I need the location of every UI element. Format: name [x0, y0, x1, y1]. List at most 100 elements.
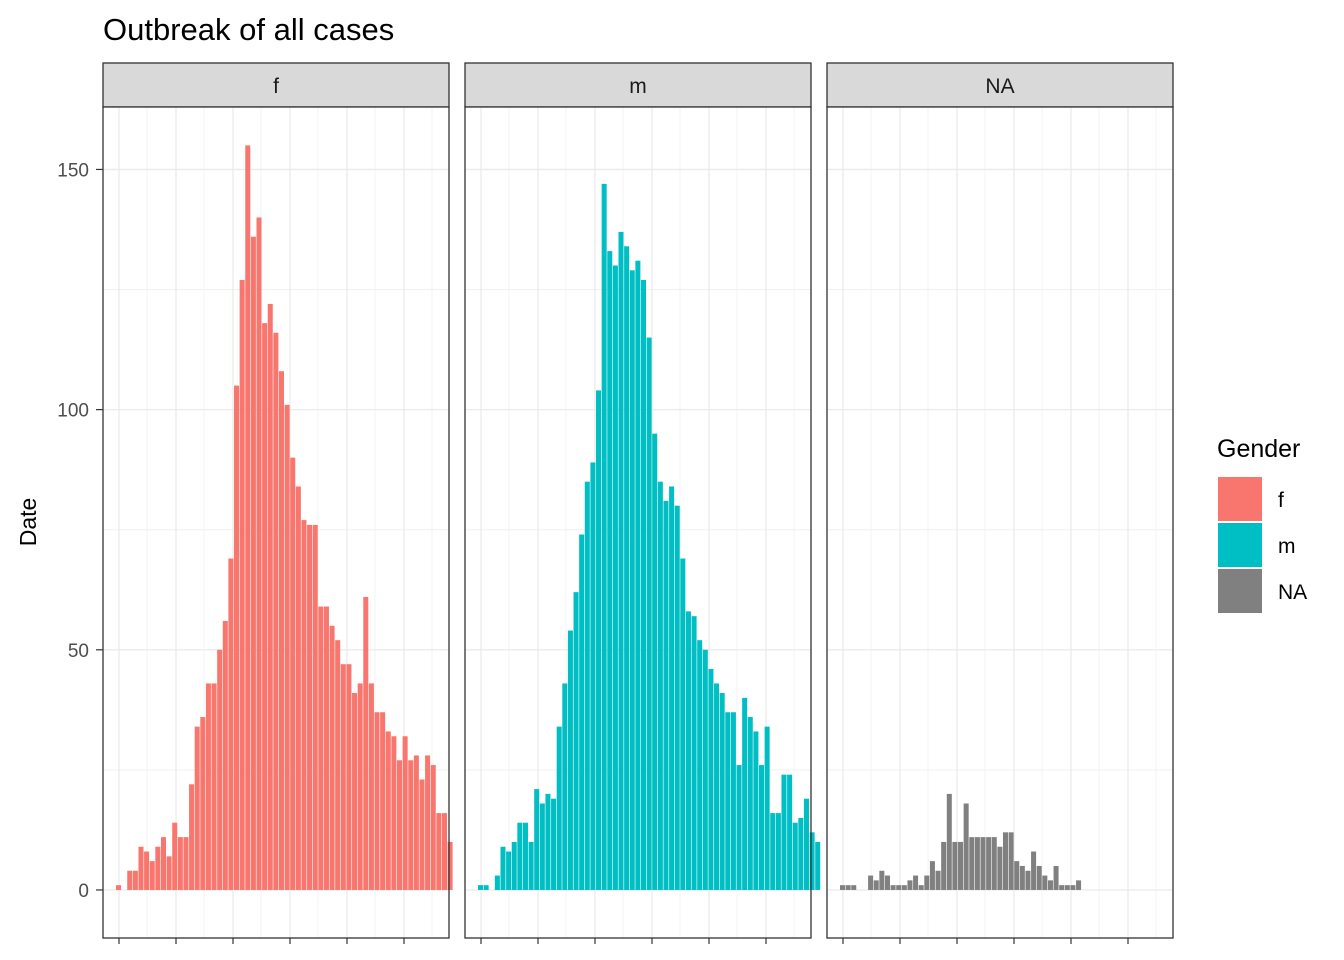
bar: [708, 669, 714, 890]
bar: [929, 861, 935, 890]
bar: [149, 861, 155, 890]
bar: [845, 885, 851, 890]
bar: [884, 875, 890, 890]
bar: [534, 789, 540, 890]
bar: [363, 596, 369, 890]
bar: [792, 822, 798, 890]
bar: [385, 731, 391, 890]
bar: [775, 813, 781, 890]
bar: [391, 736, 397, 890]
y-tick-label: 50: [68, 641, 89, 662]
bar: [674, 505, 680, 890]
bar-series-f: [116, 145, 453, 890]
panel-background: [827, 107, 1173, 938]
bar: [290, 457, 296, 890]
bar: [798, 817, 804, 890]
bar: [222, 620, 228, 890]
bar: [612, 265, 618, 890]
bar: [787, 774, 793, 890]
bar: [256, 217, 262, 890]
bar: [1076, 880, 1082, 890]
legend-label: m: [1278, 535, 1296, 558]
bar: [239, 279, 245, 890]
bar: [1014, 861, 1020, 890]
bar: [132, 870, 138, 890]
bar: [183, 837, 189, 890]
bar: [759, 765, 765, 890]
bar: [189, 784, 195, 890]
bar: [657, 481, 663, 890]
y-axis-title: Date: [15, 498, 41, 547]
bar: [1053, 865, 1059, 890]
bar: [346, 664, 352, 890]
bar: [719, 693, 725, 890]
bar: [918, 885, 924, 890]
bar: [736, 765, 742, 890]
facet-strip-label: m: [629, 75, 647, 98]
bar: [952, 841, 958, 890]
bar: [127, 870, 133, 890]
bar: [1064, 885, 1070, 890]
bar-series-NA: [840, 793, 1082, 890]
bar: [357, 683, 363, 890]
bar: [329, 625, 335, 890]
bar: [781, 774, 787, 890]
bar: [980, 837, 986, 890]
bar: [368, 683, 374, 890]
bar: [991, 837, 997, 890]
bar: [138, 846, 144, 890]
bar: [511, 841, 517, 890]
bar: [946, 793, 952, 890]
bar: [663, 500, 669, 890]
bar: [941, 841, 947, 890]
bar: [144, 851, 150, 890]
bar: [430, 765, 436, 890]
bar: [307, 524, 313, 890]
facet-strip-label: f: [273, 75, 279, 98]
bar: [556, 726, 562, 890]
bar: [624, 246, 630, 890]
bar: [579, 534, 585, 890]
bar: [234, 385, 240, 890]
bar: [1002, 832, 1008, 890]
bar: [567, 630, 573, 890]
bar: [528, 841, 534, 890]
bar: [295, 486, 301, 890]
bar: [517, 822, 523, 890]
bar: [1036, 865, 1042, 890]
bar: [640, 279, 646, 890]
bar: [596, 390, 602, 890]
bar: [1008, 832, 1014, 890]
bar: [1059, 885, 1065, 890]
bar: [958, 841, 964, 890]
bar: [380, 712, 386, 890]
panel-border: [826, 106, 1174, 939]
bar: [913, 875, 919, 890]
bar: [551, 798, 557, 890]
bar: [166, 856, 172, 890]
bar: [278, 371, 284, 890]
bar: [539, 803, 545, 890]
bar: [1070, 885, 1076, 890]
bar: [840, 885, 846, 890]
legend-key-m: [1218, 523, 1262, 567]
bar: [160, 837, 166, 890]
facet-strip-label: NA: [985, 75, 1014, 98]
bar: [267, 303, 273, 890]
facet-panel-NA: NA: [826, 62, 1174, 944]
bar: [974, 837, 980, 890]
bar: [318, 606, 324, 890]
bar: [997, 846, 1003, 890]
bar: [742, 697, 748, 890]
panel-border: [464, 106, 812, 939]
bar: [441, 813, 447, 890]
legend-label: f: [1278, 489, 1284, 512]
legend-key-NA: [1218, 569, 1262, 613]
bar: [419, 779, 425, 890]
bar: [753, 731, 759, 890]
y-tick-label: 100: [57, 401, 89, 422]
bar: [506, 851, 512, 890]
bar: [601, 183, 607, 890]
bar: [301, 520, 307, 890]
